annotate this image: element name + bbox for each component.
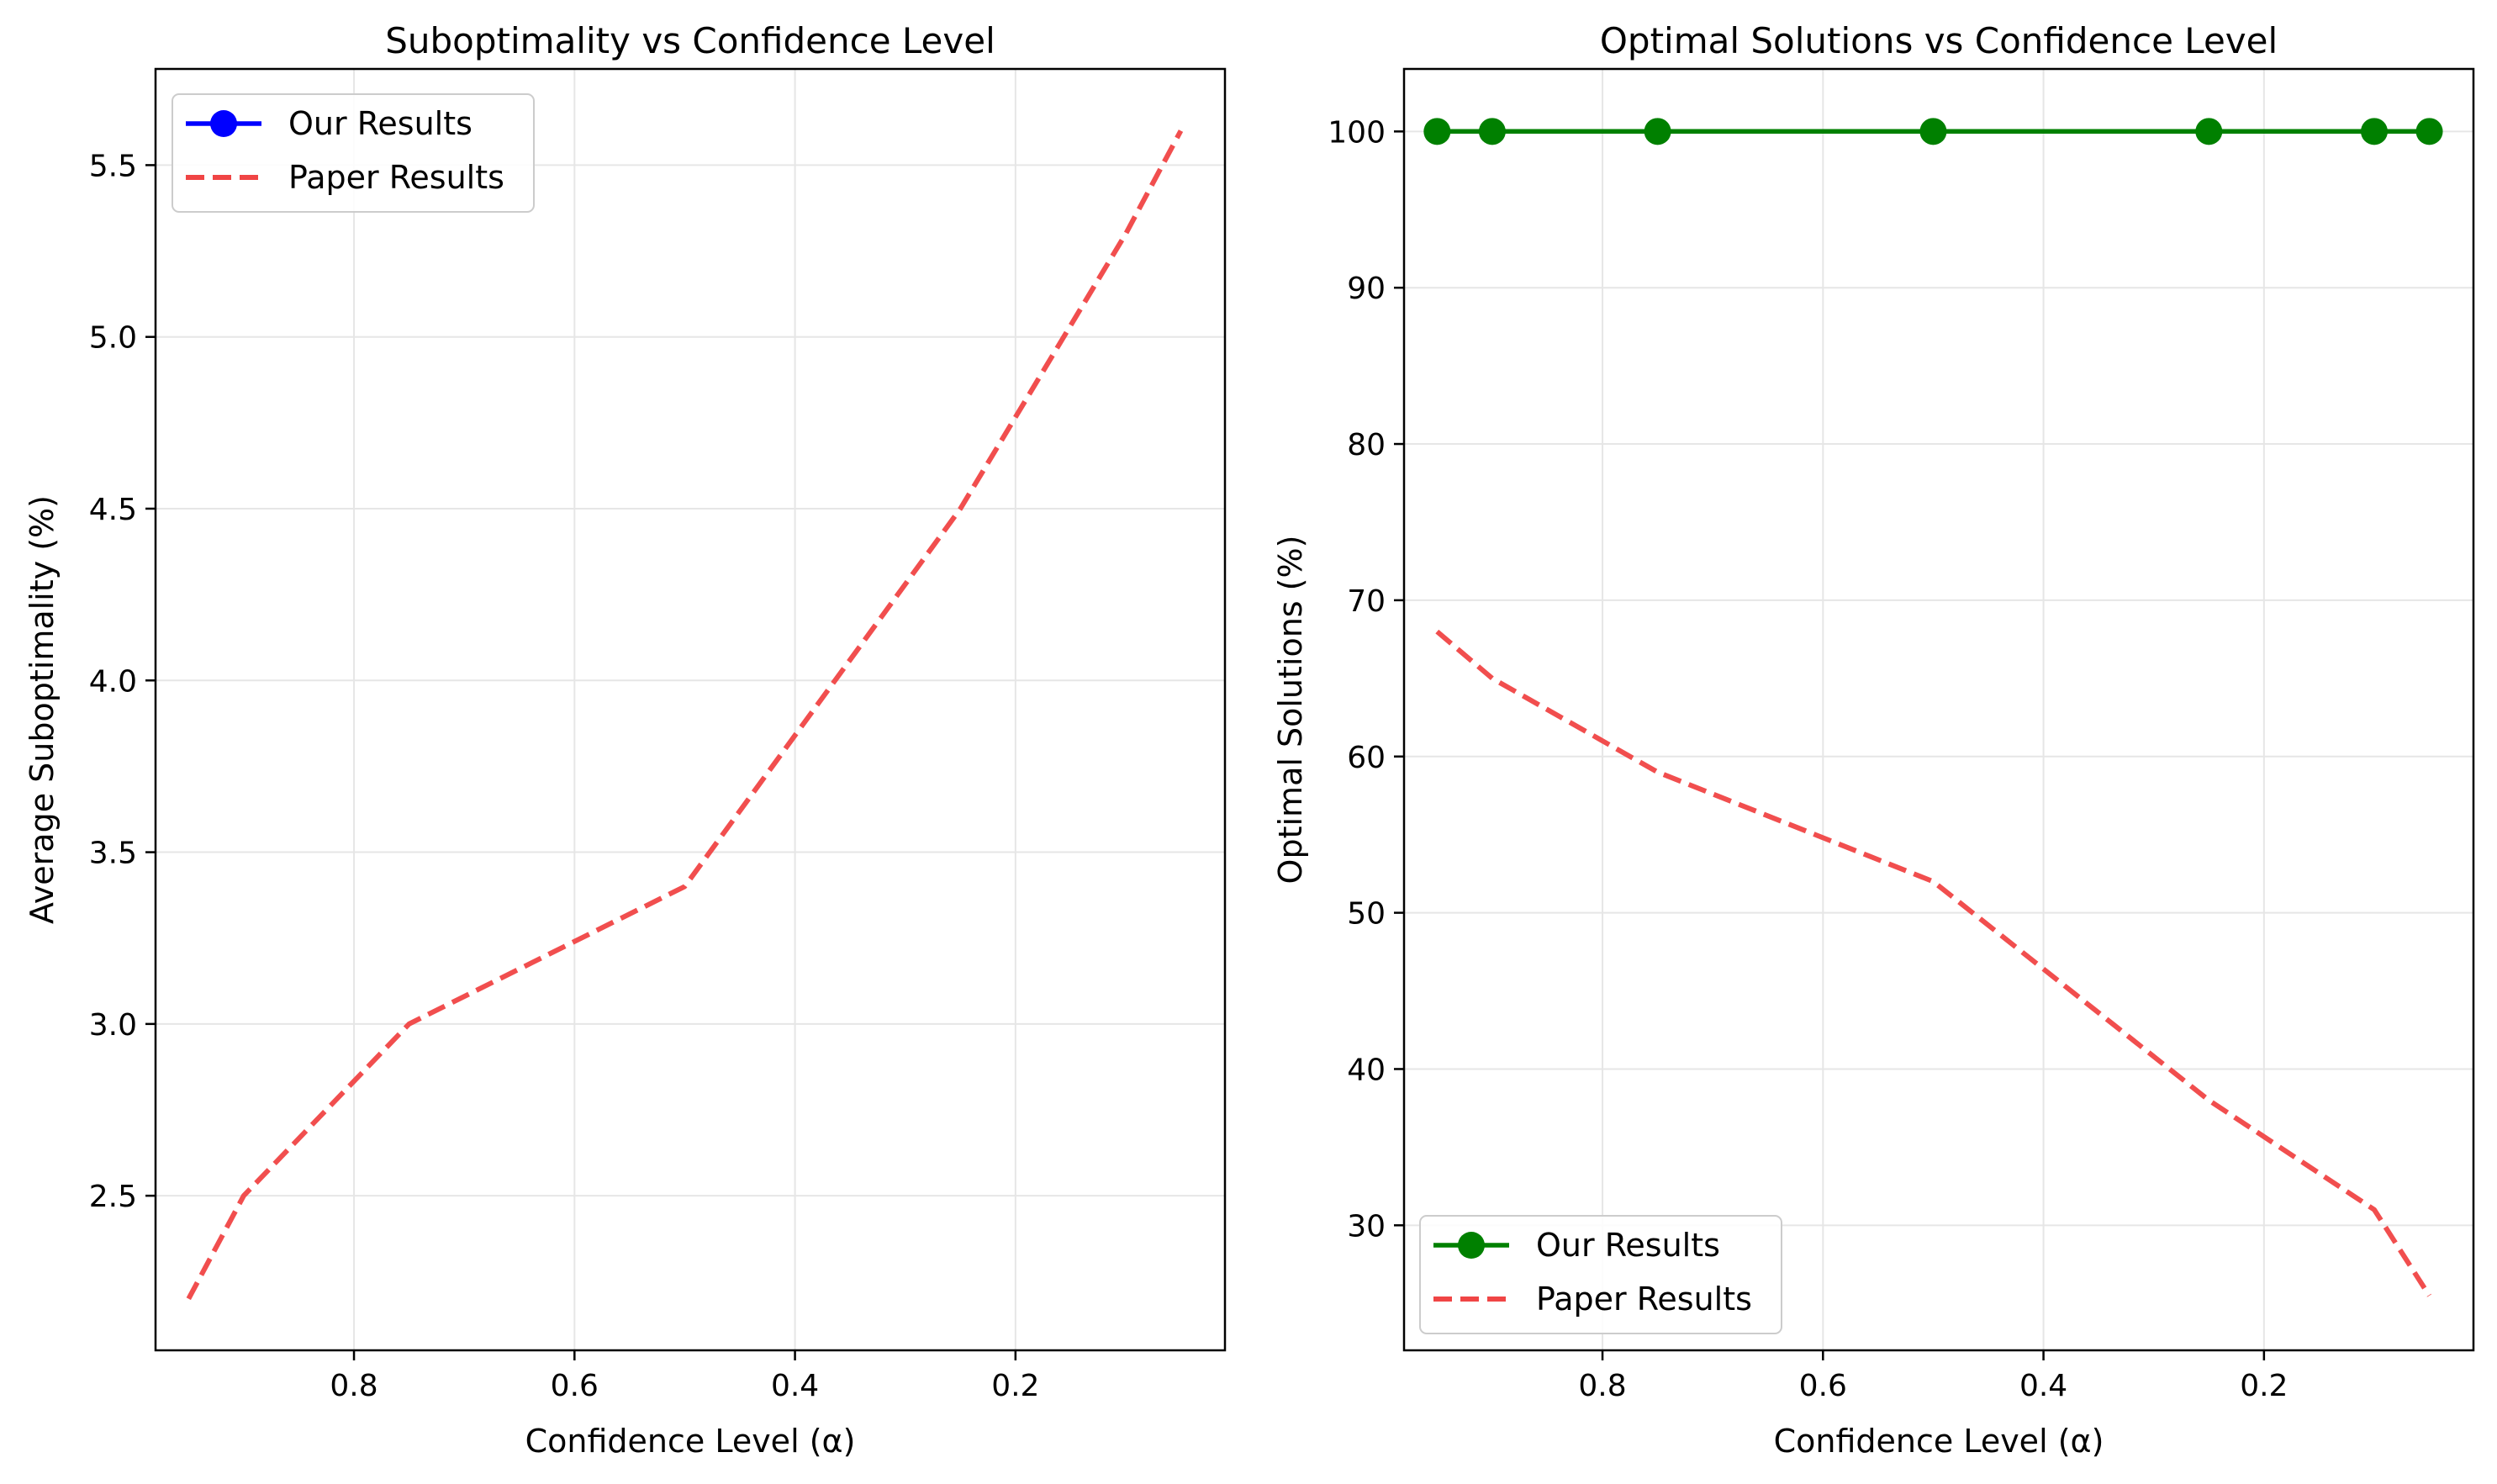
axes-frame — [154, 67, 1227, 1352]
chart-title: Optimal Solutions vs Confidence Level — [1600, 20, 2278, 61]
legend: Our Results Paper Results — [172, 93, 535, 213]
data-point — [2415, 118, 2443, 145]
x-axis-label: Confidence Level (α) — [1774, 1423, 2104, 1460]
y-tick-label: 5.5 — [89, 149, 137, 183]
legend: Our Results Paper Results — [1419, 1215, 1782, 1334]
series-line-paper-results — [1435, 629, 2432, 1297]
y-tick-label: 3.5 — [89, 837, 137, 871]
x-tick-label: 0.4 — [771, 1369, 819, 1403]
chart-optimal-solutions: 0.8 0.6 0.4 0.2 30 40 50 60 70 80 90 100 Optimal Sol… — [1272, 20, 2475, 1460]
y-tick-label: 4.5 — [89, 493, 137, 527]
data-point — [1919, 118, 1947, 145]
data-point — [1478, 118, 1506, 145]
legend-box — [1419, 1215, 1782, 1334]
legend-box — [172, 93, 535, 213]
data-point — [1644, 118, 1671, 145]
chart-suboptimality: 0.8 0.6 0.4 0.2 2.5 3.0 3.5 4.0 4.5 5.0 5.5 Subopti… — [24, 20, 1227, 1460]
y-tick-label: 60 — [1347, 741, 1386, 775]
data-point — [2360, 118, 2388, 145]
data-point — [2195, 118, 2223, 145]
y-tick-label: 4.0 — [89, 664, 137, 699]
y-tick-label: 100 — [1328, 115, 1386, 150]
x-tick-label: 0.2 — [2240, 1369, 2288, 1403]
legend-label: Paper Results — [1536, 1281, 1752, 1318]
y-tick-label: 5.0 — [89, 321, 137, 356]
legend-label: Our Results — [1536, 1227, 1720, 1264]
y-tick-label: 40 — [1347, 1053, 1386, 1087]
y-tick-label: 70 — [1347, 584, 1386, 619]
data-point — [1423, 118, 1451, 145]
x-tick-label: 0.4 — [2019, 1369, 2067, 1403]
y-axis-label: Average Suboptimality (%) — [24, 495, 61, 924]
y-axis-label: Optimal Solutions (%) — [1272, 536, 1309, 885]
y-tick-label: 2.5 — [89, 1180, 137, 1214]
legend-marker — [1458, 1232, 1485, 1259]
y-tick-label: 3.0 — [89, 1008, 137, 1043]
y-tick-label: 30 — [1347, 1209, 1386, 1244]
x-tick-label: 0.2 — [991, 1369, 1039, 1403]
y-tick-label: 80 — [1347, 428, 1386, 462]
x-tick-label: 0.6 — [1799, 1369, 1847, 1403]
x-tick-label: 0.8 — [330, 1369, 377, 1403]
x-axis-label: Confidence Level (α) — [525, 1423, 856, 1460]
y-tick-label: 90 — [1347, 272, 1386, 306]
x-tick-label: 0.6 — [551, 1369, 599, 1403]
x-tick-label: 0.8 — [1578, 1369, 1626, 1403]
y-tick-label: 50 — [1347, 897, 1386, 932]
legend-label: Our Results — [288, 105, 472, 142]
series-line-paper-results — [186, 129, 1184, 1301]
axes-frame — [1402, 67, 2475, 1352]
legend-label: Paper Results — [288, 159, 504, 196]
chart-title: Suboptimality vs Confidence Level — [385, 20, 995, 61]
legend-marker — [210, 110, 237, 137]
